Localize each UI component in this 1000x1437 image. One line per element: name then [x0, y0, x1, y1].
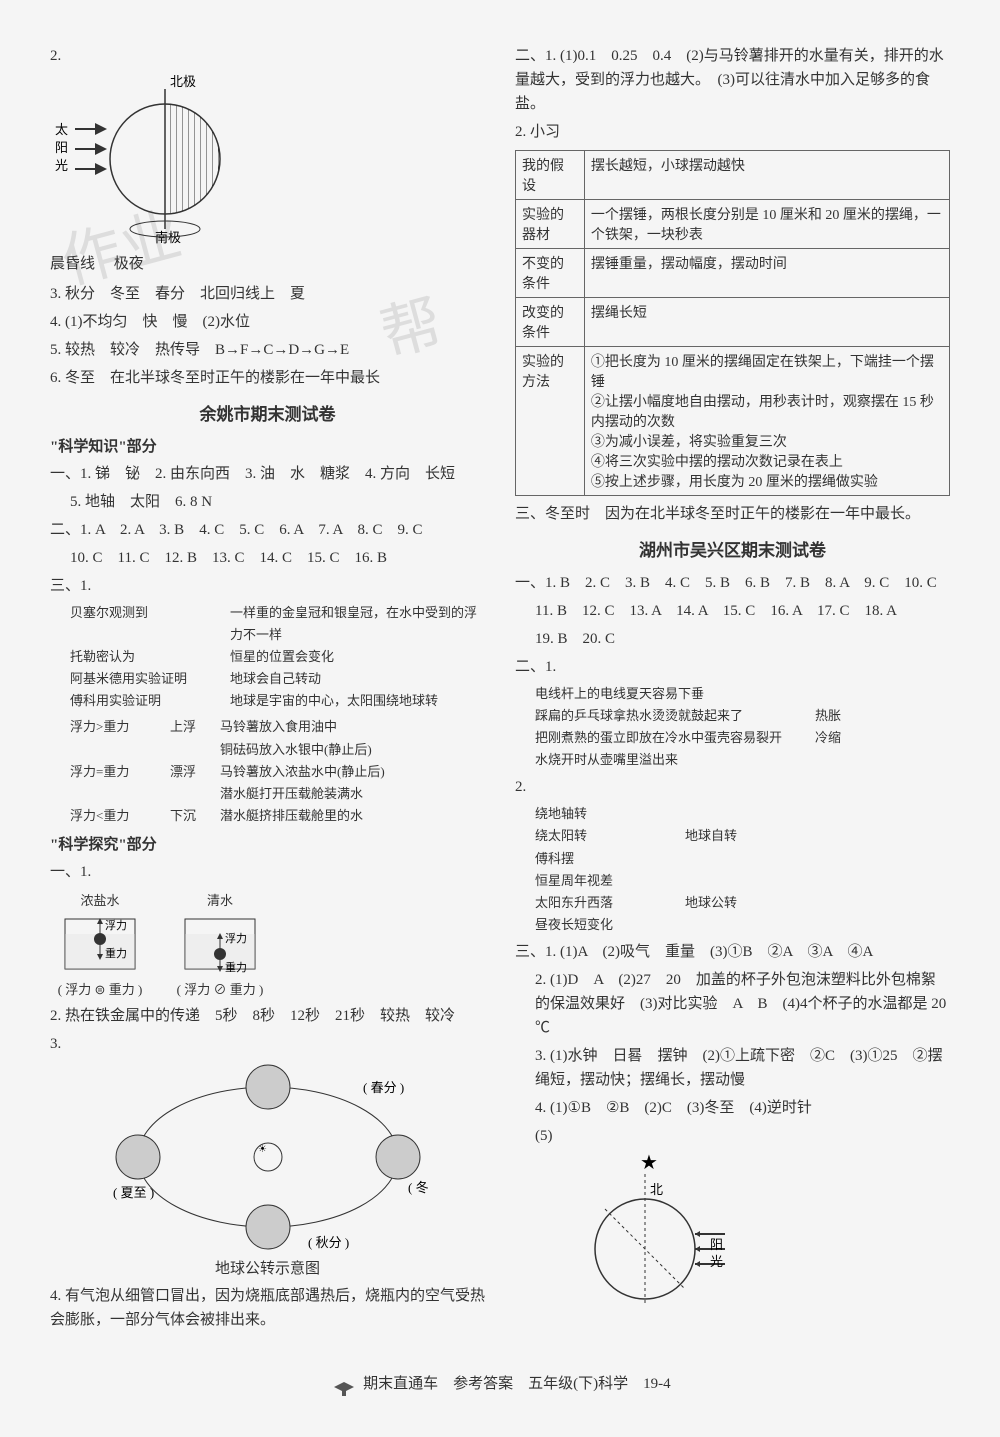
s2-q4: 4. 有气泡从细管口冒出，因为烧瓶底部遇热后，烧瓶内的空气受热会膨胀，一部分气体…	[50, 1284, 485, 1332]
h-q3-1: 三、1. (1)A (2)吸气 重量 (3)①B ②A ③A ④A	[515, 940, 950, 964]
q3-text: 3. 秋分 冬至 春分 北回归线上 夏	[50, 282, 485, 306]
svg-text:( 春分 ): ( 春分 )	[363, 1080, 404, 1095]
yuyao-title: 余姚市期末测试卷	[50, 400, 485, 425]
section2-title: "科学探究"部分	[50, 833, 485, 854]
match3-diagram: 电线杆上的电线夏天容易下垂 踩扁的乒乓球拿热水烫烫就鼓起来了热胀 把刚煮熟的蛋立…	[535, 683, 950, 771]
h-q2-2: 2.	[515, 775, 950, 799]
h-q3-4: 4. (1)①B ②B (2)C (3)冬至 (4)逆时针	[515, 1096, 950, 1120]
s1-q3: 三、1.	[50, 574, 485, 598]
sun-circle-diagram: ★ 北 阳 光	[555, 1154, 950, 1319]
orbit-caption: 地球公转示意图	[50, 1257, 485, 1278]
globe-svg: 北极 太 阳 光 南极	[50, 74, 250, 244]
h-q1: 一、1. B 2. C 3. B 4. C 5. B 6. B 7. B 8. …	[515, 571, 950, 595]
svg-text:重力: 重力	[225, 960, 247, 974]
sun-label: 太	[55, 122, 68, 137]
svg-text:阳: 阳	[710, 1237, 723, 1252]
match4-diagram: 绕地轴转 绕太阳转地球自转 傅科摆 恒星周年视差 太阳东升西落地球公转 昼夜长短…	[535, 803, 950, 936]
h-q1c: 19. B 20. C	[515, 627, 950, 651]
orbit-diagram: ☀ ( 春分 ) ( 冬至 ) ( 秋分 ) ( 夏至 ) 地球公转示意图	[50, 1062, 485, 1278]
r-q2-2: 2. 小习	[515, 120, 950, 144]
svg-text:光: 光	[55, 158, 68, 173]
page-footer: 期末直通车 参考答案 五年级(下)科学 19-4	[0, 1372, 1000, 1397]
svg-text:阳: 阳	[55, 140, 68, 155]
beaker1-title: 浓盐水	[50, 890, 150, 909]
right-column: 二、1. (1)0.1 0.25 0.4 (2)与马铃薯排开的水量有关，排开的水…	[515, 40, 950, 1336]
experiment-table: 我的假设摆长越短，小球摆动越快 实验的器材一个摆锤，两根长度分别是 10 厘米和…	[515, 150, 950, 496]
globe-diagram: 北极 太 阳 光 南极 晨昏线	[50, 74, 485, 276]
svg-text:( 秋分 ): ( 秋分 )	[308, 1235, 349, 1250]
table-row: 实验的器材一个摆锤，两根长度分别是 10 厘米和 20 厘米的摆绳，一个铁架，一…	[516, 200, 950, 249]
section1-title: "科学知识"部分	[50, 435, 485, 456]
s2-q1: 一、1.	[50, 860, 485, 884]
svg-text:浮力: 浮力	[105, 919, 127, 932]
h-q1b: 11. B 12. C 13. A 14. A 15. C 16. A 17. …	[515, 599, 950, 623]
svg-text:( 冬至 ): ( 冬至 )	[408, 1180, 428, 1195]
svg-text:浮力: 浮力	[225, 932, 247, 945]
left-column: 2. 北极 太 阳 光 南极	[50, 40, 485, 1336]
r-q3: 三、冬至时 因为在北半球冬至时正午的楼影在一年中最长。	[515, 502, 950, 526]
table-row: 不变的条件摆锤重量，摆动幅度，摆动时间	[516, 249, 950, 298]
h-q3-5: (5)	[515, 1124, 950, 1148]
beaker2-rel: ( 浮力 ⊘ 重力 )	[170, 979, 270, 998]
svg-text:★: ★	[640, 1154, 658, 1174]
beaker2-title: 清水	[170, 890, 270, 909]
footer-text: 期末直通车 参考答案 五年级(下)科学 19-4	[363, 1376, 671, 1392]
svg-text:北: 北	[650, 1182, 663, 1197]
match2-diagram: 浮力>重力上浮马铃薯放入食用油中 铜砝码放入水银中(静止后) 浮力=重力漂浮马铃…	[70, 716, 485, 826]
beaker-diagram: 浓盐水 浮力 重力 ( 浮力 ⊜ 重力 ) 清水	[50, 890, 485, 998]
footer-icon	[329, 1372, 359, 1397]
h-q3-3: 3. (1)水钟 日晷 摆钟 (2)①上疏下密 ②C (3)①25 ②摆绳短，摆…	[515, 1044, 950, 1092]
svg-text:☀: ☀	[258, 1144, 267, 1155]
r-q2-1: 二、1. (1)0.1 0.25 0.4 (2)与马铃薯排开的水量有关，排开的水…	[515, 44, 950, 116]
globe-caption: 晨昏线 极夜	[50, 252, 485, 276]
h-q2-1: 二、1.	[515, 655, 950, 679]
q2-label: 2.	[50, 48, 61, 64]
table-row: 改变的条件摆绳长短	[516, 298, 950, 347]
svg-text:重力: 重力	[105, 946, 127, 960]
svg-text:( 夏至 ): ( 夏至 )	[113, 1185, 154, 1200]
q5-text: 5. 较热 较冷 热传导 B→F→C→D→G→E	[50, 338, 485, 362]
s2-q2: 2. 热在铁金属中的传递 5秒 8秒 12秒 21秒 较热 较冷	[50, 1004, 485, 1028]
table-row: 我的假设摆长越短，小球摆动越快	[516, 151, 950, 200]
q4-text: 4. (1)不均匀 快 慢 (2)水位	[50, 310, 485, 334]
beaker1-rel: ( 浮力 ⊜ 重力 )	[50, 979, 150, 998]
huzhou-title: 湖州市吴兴区期末测试卷	[515, 536, 950, 561]
s2-q3: 3.	[50, 1032, 485, 1056]
s1-q1b: 5. 地轴 太阳 6. 8 N	[50, 490, 485, 514]
question-2: 2. 北极 太 阳 光 南极	[50, 44, 485, 276]
table-row: 实验的方法①把长度为 10 厘米的摆绳固定在铁架上，下端挂一个摆锤 ②让摆小幅度…	[516, 347, 950, 496]
q6-text: 6. 冬至 在北半球冬至时正午的楼影在一年中最长	[50, 366, 485, 390]
north-label: 北极	[170, 74, 196, 89]
svg-text:光: 光	[710, 1254, 723, 1269]
s1-q2b: 10. C 11. C 12. B 13. C 14. C 15. C 16. …	[50, 546, 485, 570]
s1-q1: 一、1. 锑 铋 2. 由东向西 3. 油 水 糖浆 4. 方向 长短	[50, 462, 485, 486]
h-q3-2: 2. (1)D A (2)27 20 加盖的杯子外包泡沫塑料比外包棉絮的保温效果…	[515, 968, 950, 1040]
match1-diagram: 贝塞尔观测到一样重的金皇冠和银皇冠，在水中受到的浮力不一样 托勒密认为恒星的位置…	[70, 602, 485, 712]
s1-q2: 二、1. A 2. A 3. B 4. C 5. C 6. A 7. A 8. …	[50, 518, 485, 542]
